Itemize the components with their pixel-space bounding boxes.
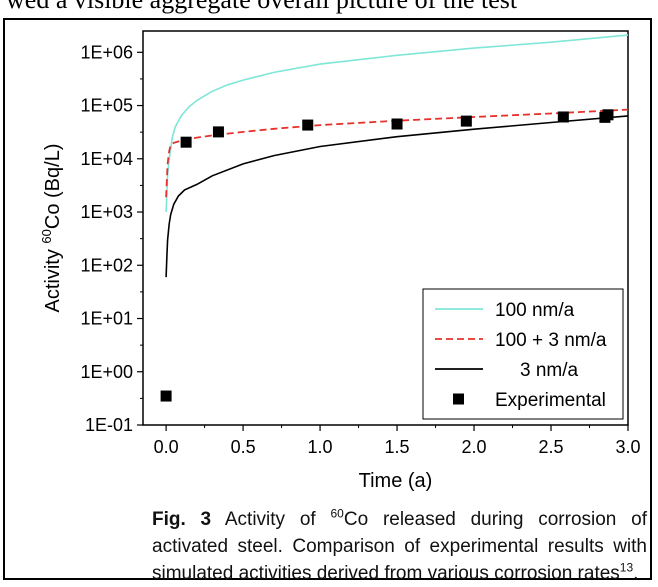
y-tick-label: 1E+02 <box>80 255 133 275</box>
series-layer <box>160 34 629 402</box>
y-tick-label: 1E+03 <box>80 202 133 222</box>
series-line-3nm <box>165 115 629 278</box>
axes-layer: 0.0 0.5 1.0 1.5 2.0 2.5 3.0 1E-01 1E+00 1E+01 1E+0… <box>80 30 641 457</box>
y-tick-label: 1E+00 <box>80 362 133 382</box>
series-line-100nm <box>165 34 629 213</box>
plot-frame <box>142 30 629 426</box>
legend-label: 100 nm/a <box>495 300 575 321</box>
y-axis-label: Activity 60Co (Bq/L) <box>39 144 64 313</box>
x-tick-label: 2.5 <box>539 437 564 457</box>
figure-box: 0.0 0.5 1.0 1.5 2.0 2.5 3.0 1E-01 1E+00 1E+01 1E+0… <box>3 18 652 584</box>
y-tick-label: 1E+05 <box>80 96 133 116</box>
y-tick-label: 1E+01 <box>80 309 133 329</box>
activity-chart: 0.0 0.5 1.0 1.5 2.0 2.5 3.0 1E-01 1E+00 1E+01 1E+0… <box>39 30 641 492</box>
experimental-point <box>302 119 314 131</box>
page-top-text-content: wed a visible aggregate overall picture … <box>6 0 517 13</box>
x-tick-label: 1.0 <box>308 437 333 457</box>
y-tick-label: 1E+04 <box>80 149 133 169</box>
y-tick-label: 1E-01 <box>85 415 133 435</box>
series-line-100-plus-3nm <box>165 108 629 198</box>
experimental-point <box>557 111 569 123</box>
x-tick-label: 0.5 <box>231 437 256 457</box>
legend-label: 100 + 3 nm/a <box>495 330 607 351</box>
legend-label: 3 nm/a <box>520 360 579 381</box>
experimental-point <box>391 118 403 130</box>
caption-text-1: Activity of <box>211 509 331 530</box>
x-tick-label: 0.0 <box>154 437 179 457</box>
legend-label: Experimental <box>495 390 606 411</box>
experimental-point <box>160 390 172 402</box>
page-top-text: wed a visible aggregate overall picture … <box>0 0 658 22</box>
caption-isotope-sup: 60 <box>330 506 344 521</box>
x-axis-label: Time (a) <box>359 470 433 492</box>
x-tick-label: 2.0 <box>462 437 487 457</box>
experimental-point <box>460 115 472 127</box>
y-tick-label: 1E+06 <box>80 42 133 62</box>
caption-end: . <box>633 563 639 584</box>
caption-ref-sup: 13 <box>619 560 634 575</box>
caption-text-2: Co released during corrosion of activate… <box>152 509 648 584</box>
experimental-point <box>602 109 614 121</box>
experimental-point <box>180 136 192 148</box>
figure-label: Fig. 3 <box>152 509 212 530</box>
x-tick-label: 1.5 <box>385 437 410 457</box>
legend: 100 nm/a 100 + 3 nm/a 3 nm/a Experimental <box>422 288 624 420</box>
x-tick-label: 3.0 <box>615 437 640 457</box>
figure-caption: Fig. 3 Activity of 60Co released during … <box>152 506 647 587</box>
experimental-point <box>212 126 224 138</box>
legend-marker <box>453 393 464 405</box>
